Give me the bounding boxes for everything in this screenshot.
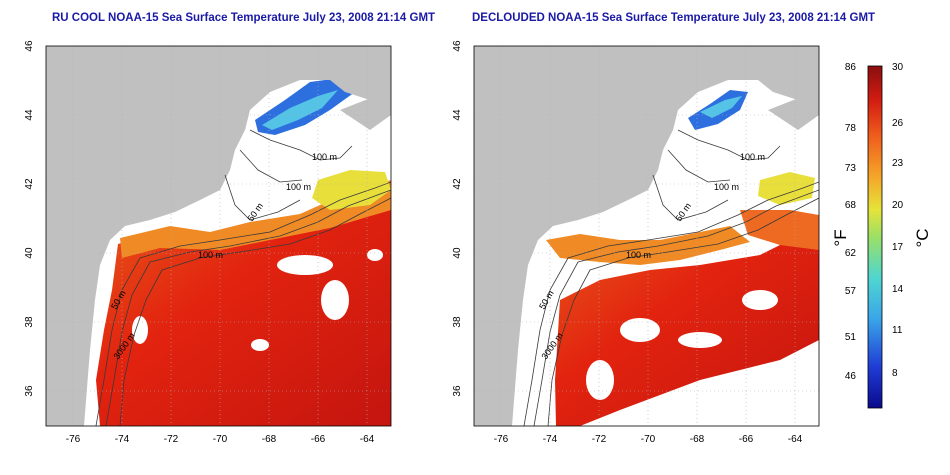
cloud-gaps bbox=[132, 249, 383, 351]
lon-tick: -64 bbox=[788, 434, 803, 445]
lat-tick: 44 bbox=[24, 109, 35, 121]
cb-f-tick: 86 bbox=[845, 62, 857, 73]
lon-tick: -72 bbox=[592, 434, 607, 445]
lat-tick: 38 bbox=[452, 316, 463, 328]
lon-tick: -64 bbox=[360, 434, 375, 445]
lon-tick: -66 bbox=[739, 434, 754, 445]
colorbar-c-ticks: 30 26 23 20 17 14 11 8 bbox=[892, 62, 904, 379]
contour-label: 100 m bbox=[740, 152, 765, 162]
land-mass bbox=[474, 46, 819, 426]
lat-tick: 44 bbox=[452, 109, 463, 121]
lon-tick: -72 bbox=[164, 434, 179, 445]
lat-tick: 42 bbox=[24, 178, 35, 190]
lon-tick: -74 bbox=[543, 434, 558, 445]
contour-label: 100 m bbox=[626, 250, 651, 260]
lat-axis-left: 46 44 42 40 38 36 bbox=[24, 40, 35, 397]
sst-orange-east bbox=[740, 210, 819, 250]
cb-c-tick: 30 bbox=[892, 62, 904, 73]
lat-tick: 40 bbox=[24, 247, 35, 259]
grid-lines bbox=[46, 46, 391, 426]
contour-label: 100 m bbox=[198, 250, 223, 260]
sst-front bbox=[546, 226, 750, 265]
lat-axis-right: 46 44 42 40 38 36 bbox=[452, 40, 463, 397]
lon-tick: -74 bbox=[115, 434, 130, 445]
title-left: RU COOL NOAA-15 Sea Surface Temperature … bbox=[52, 12, 436, 24]
cb-c-tick: 20 bbox=[892, 200, 904, 211]
cb-f-tick: 78 bbox=[845, 123, 857, 134]
colorbar-unit-f: °F bbox=[831, 229, 850, 246]
colorbar bbox=[867, 65, 883, 409]
grid-lines bbox=[474, 46, 819, 426]
lon-tick: -68 bbox=[262, 434, 277, 445]
cb-f-tick: 62 bbox=[845, 248, 857, 259]
cb-f-tick: 57 bbox=[845, 286, 857, 297]
cb-c-tick: 17 bbox=[892, 242, 904, 253]
cb-f-tick: 51 bbox=[845, 332, 857, 343]
bathymetry-contours bbox=[523, 129, 819, 426]
lat-tick: 40 bbox=[452, 247, 463, 259]
cb-f-tick: 73 bbox=[845, 163, 857, 174]
cb-c-tick: 23 bbox=[892, 158, 904, 169]
colorbar-unit-c: °C bbox=[913, 228, 932, 247]
lat-tick: 36 bbox=[24, 385, 35, 397]
colorbar-f-ticks: 86 78 73 68 62 57 51 46 bbox=[845, 62, 857, 382]
lon-axis-right: -76 -74 -72 -70 -68 -66 -64 bbox=[494, 434, 803, 445]
sst-yellow-patch bbox=[312, 170, 391, 210]
lat-tick: 42 bbox=[452, 178, 463, 190]
lon-axis-left: -76 -74 -72 -70 -68 -66 -64 bbox=[66, 434, 375, 445]
lon-tick: -76 bbox=[494, 434, 509, 445]
lon-tick: -66 bbox=[311, 434, 326, 445]
right-map bbox=[474, 46, 819, 426]
title-right: DECLOUDED NOAA-15 Sea Surface Temperatur… bbox=[472, 12, 876, 24]
cb-c-tick: 11 bbox=[892, 325, 903, 336]
lat-tick: 36 bbox=[452, 385, 463, 397]
lat-tick: 38 bbox=[24, 316, 35, 328]
cb-f-tick: 68 bbox=[845, 200, 857, 211]
lat-tick: 46 bbox=[452, 40, 463, 52]
bathymetry-contours bbox=[95, 129, 391, 426]
lat-tick: 46 bbox=[24, 40, 35, 52]
cb-c-tick: 14 bbox=[892, 284, 904, 295]
contour-label: 100 m bbox=[312, 152, 337, 162]
cb-f-tick: 46 bbox=[845, 371, 857, 382]
lon-tick: -70 bbox=[213, 434, 228, 445]
cb-c-tick: 8 bbox=[892, 368, 898, 379]
sst-front bbox=[120, 180, 391, 258]
lon-tick: -68 bbox=[690, 434, 705, 445]
left-map bbox=[46, 46, 391, 426]
lon-tick: -70 bbox=[641, 434, 656, 445]
contour-label: 100 m bbox=[714, 182, 739, 192]
cb-c-tick: 26 bbox=[892, 118, 904, 129]
land-mass bbox=[46, 46, 391, 426]
lon-tick: -76 bbox=[66, 434, 81, 445]
contour-label: 100 m bbox=[286, 182, 311, 192]
cloud-gaps bbox=[586, 290, 778, 400]
sst-warm-field bbox=[555, 230, 819, 426]
